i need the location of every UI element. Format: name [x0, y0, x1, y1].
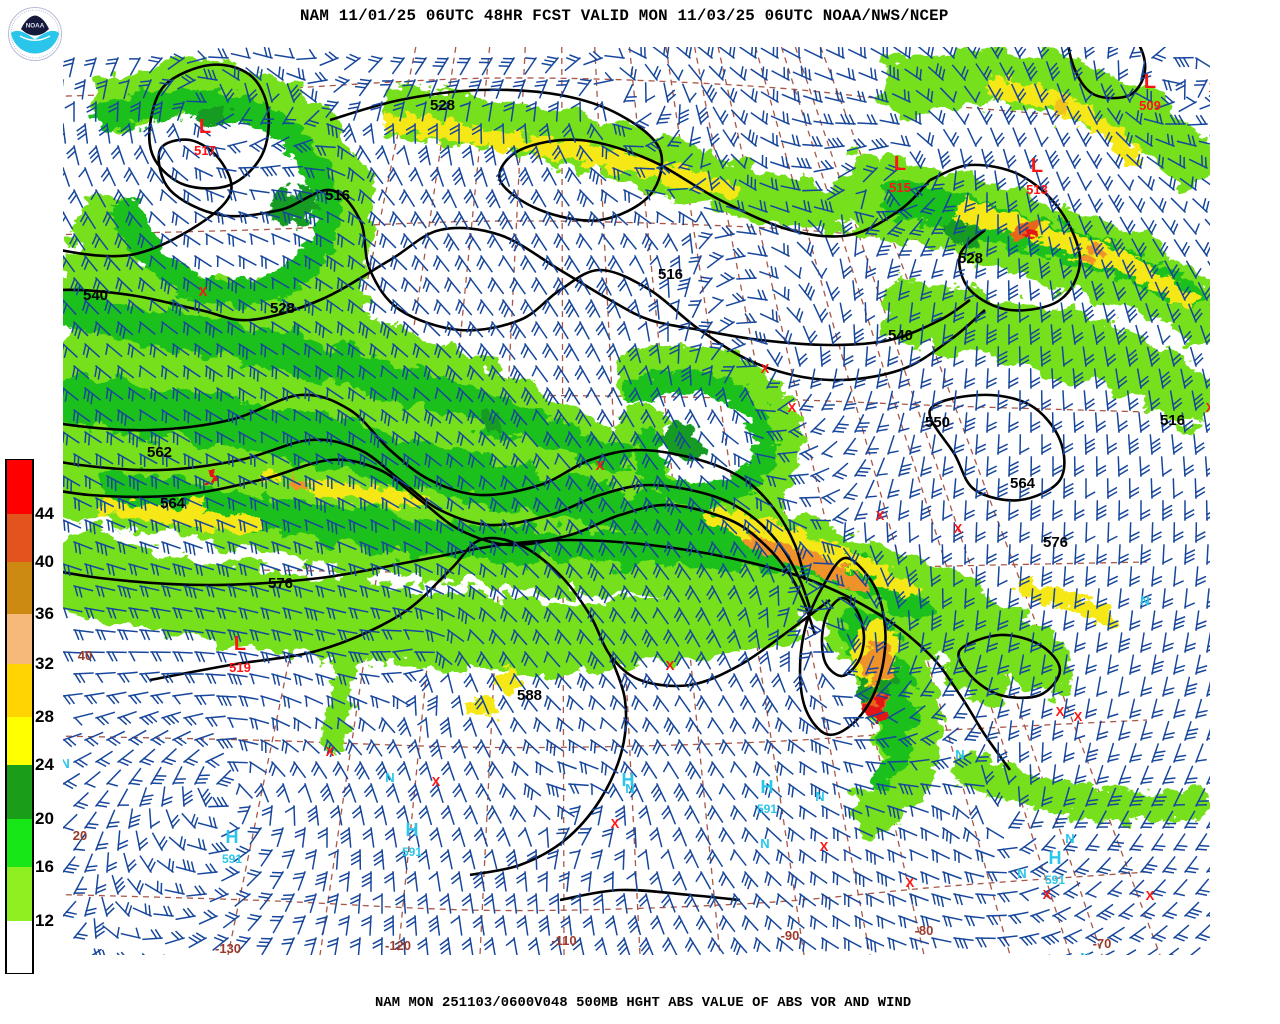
svg-text:576: 576: [1043, 534, 1068, 551]
svg-text:X: X: [666, 658, 675, 673]
svg-text:X: X: [611, 816, 620, 831]
svg-text:517: 517: [194, 143, 216, 158]
svg-text:H: H: [406, 820, 419, 840]
svg-text:528: 528: [958, 250, 983, 267]
svg-text:N: N: [815, 789, 824, 804]
svg-text:-80: -80: [915, 923, 934, 938]
svg-text:L: L: [1031, 155, 1043, 177]
svg-text:X: X: [1043, 887, 1052, 902]
svg-text:509: 509: [1139, 98, 1161, 113]
svg-text:X: X: [876, 508, 885, 523]
svg-text:N: N: [63, 756, 70, 771]
svg-text:513: 513: [1026, 182, 1048, 197]
svg-text:516: 516: [658, 266, 683, 283]
svg-text:L: L: [199, 116, 211, 138]
svg-text:528: 528: [430, 97, 455, 114]
svg-text:X: X: [761, 361, 770, 376]
svg-text:515: 515: [889, 180, 911, 195]
svg-text:516: 516: [1160, 412, 1185, 429]
svg-text:N: N: [625, 781, 634, 796]
svg-text:X: X: [820, 839, 829, 854]
svg-text:591: 591: [222, 852, 242, 866]
svg-text:N: N: [760, 836, 769, 851]
svg-text:-70: -70: [1093, 936, 1112, 951]
svg-text:40: 40: [78, 648, 92, 663]
svg-text:564: 564: [160, 495, 186, 512]
svg-text:L: L: [894, 153, 906, 175]
svg-text:-120: -120: [385, 938, 411, 953]
svg-text:-90: -90: [781, 928, 800, 943]
svg-text:X: X: [1206, 400, 1210, 415]
svg-text:576: 576: [268, 575, 293, 592]
svg-text:H: H: [1049, 848, 1062, 868]
svg-text:L: L: [1144, 71, 1156, 93]
svg-text:X: X: [432, 774, 441, 789]
svg-text:X: X: [596, 458, 605, 473]
svg-text:L: L: [234, 633, 246, 655]
svg-text:519: 519: [229, 660, 251, 675]
svg-text:516: 516: [325, 187, 350, 204]
svg-text:550: 550: [925, 414, 950, 431]
svg-text:562: 562: [147, 444, 172, 461]
svg-text:-110: -110: [551, 933, 576, 948]
svg-text:540: 540: [83, 287, 108, 304]
svg-text:N: N: [1065, 831, 1074, 846]
svg-text:X: X: [954, 521, 963, 536]
svg-text:X: X: [199, 284, 208, 299]
svg-text:N: N: [1140, 593, 1149, 608]
svg-text:N: N: [1080, 950, 1089, 955]
svg-text:N: N: [385, 770, 394, 785]
svg-text:NOAA: NOAA: [26, 23, 45, 30]
svg-text:X: X: [788, 400, 797, 415]
svg-text:540: 540: [888, 327, 913, 344]
svg-text:H: H: [761, 777, 774, 797]
svg-text:20: 20: [73, 828, 87, 843]
svg-text:X: X: [1209, 80, 1210, 95]
svg-text:N: N: [955, 747, 964, 762]
svg-text:588: 588: [517, 687, 542, 704]
svg-text:X: X: [1146, 888, 1155, 903]
svg-text:591: 591: [757, 802, 777, 816]
svg-text:X: X: [906, 875, 915, 890]
svg-text:N: N: [1017, 866, 1026, 881]
svg-text:X: X: [1056, 704, 1065, 719]
svg-text:X: X: [326, 744, 335, 759]
svg-text:H: H: [226, 827, 239, 847]
svg-text:591: 591: [1045, 873, 1065, 887]
svg-text:-130: -130: [215, 941, 241, 955]
svg-text:591: 591: [402, 845, 422, 859]
svg-text:X: X: [1074, 709, 1083, 724]
svg-text:528: 528: [270, 300, 295, 317]
svg-text:564: 564: [1010, 475, 1036, 492]
